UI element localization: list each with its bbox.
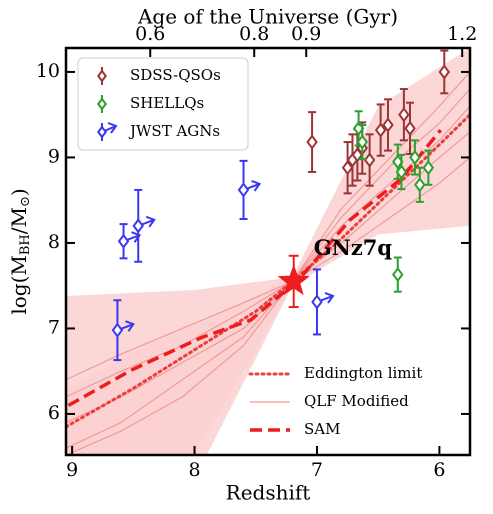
point <box>414 177 426 193</box>
x2-axis-label: Age of the Universe (Gyr) <box>137 5 398 29</box>
point <box>392 266 404 283</box>
y-tick-label: 10 <box>36 60 60 82</box>
x2-tick-label: 0.6 <box>135 23 165 45</box>
y-tick-label: 9 <box>48 145 60 167</box>
point <box>404 120 416 137</box>
legend-label: SDSS-QSOs <box>130 66 221 84</box>
x-tick-label: 7 <box>311 459 323 481</box>
y-label-part: BH <box>18 234 33 255</box>
point <box>117 233 130 249</box>
legend-label: SHELLQs <box>130 94 204 112</box>
y-tick-label: 6 <box>48 402 60 424</box>
point <box>374 122 387 138</box>
y-axis-label: log(MBH/M⊙) <box>7 188 33 314</box>
point <box>363 152 376 168</box>
point <box>382 117 394 133</box>
x2-tick-label: 1.2 <box>447 23 477 45</box>
x-tick-label: 6 <box>433 459 445 481</box>
y-label-part: ) <box>7 188 31 196</box>
highlight-star <box>277 264 310 296</box>
point <box>111 322 124 338</box>
point <box>398 107 410 123</box>
plot-frame <box>64 46 472 457</box>
point <box>438 64 451 80</box>
legend-label: JWST AGNs <box>128 122 220 140</box>
legend-box <box>77 57 249 151</box>
legend-label: QLF Modified <box>304 392 409 410</box>
y-label-part: ⊙ <box>18 196 33 207</box>
point <box>341 160 354 176</box>
y-tick-label: 7 <box>48 316 60 338</box>
point <box>306 134 318 150</box>
legend-label: Eddington limit <box>304 364 422 382</box>
x-axis-label: Redshift <box>226 481 311 505</box>
band <box>66 277 293 455</box>
x2-tick-label: 0.8 <box>239 23 269 45</box>
x-tick-label: 8 <box>188 459 200 481</box>
y-label-part: /M <box>7 207 31 234</box>
point <box>311 294 323 310</box>
point <box>132 218 144 234</box>
x2-tick-label: 0.9 <box>291 23 321 45</box>
point <box>409 149 421 166</box>
point <box>395 164 408 180</box>
sam-line <box>67 128 442 407</box>
legend-marker <box>97 69 107 83</box>
legend-label: SAM <box>304 420 340 438</box>
point <box>422 160 435 176</box>
y-label-part: log(M <box>7 255 31 315</box>
highlight-label: GNz7q <box>314 235 393 260</box>
legend-marker <box>97 125 107 139</box>
point <box>356 134 369 150</box>
legend-marker <box>97 97 107 111</box>
point <box>237 182 250 198</box>
x-tick-label: 9 <box>66 459 78 481</box>
y-tick-label: 8 <box>48 231 60 253</box>
